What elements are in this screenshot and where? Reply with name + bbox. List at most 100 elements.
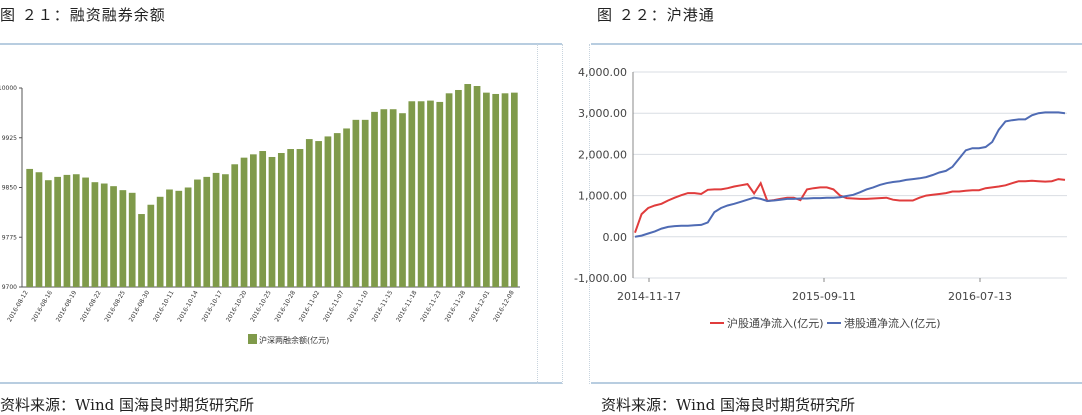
bar — [315, 141, 322, 287]
figure-22-title: 图 ２２：沪港通 — [597, 6, 715, 24]
x-tick-label: 2016-08-22 — [79, 289, 103, 323]
figure-21-source: 资料来源：Wind 国海良时期货研究所 — [0, 396, 254, 414]
bar — [128, 192, 136, 287]
bar — [100, 183, 108, 287]
bar — [240, 157, 248, 287]
bar — [333, 133, 341, 287]
series-line — [634, 111, 1066, 238]
divider-dotted — [537, 44, 538, 384]
bar — [287, 149, 294, 287]
bottom-rule — [591, 382, 1082, 384]
bar — [455, 89, 462, 288]
bar — [194, 179, 201, 287]
bar — [110, 186, 117, 287]
bar — [54, 176, 61, 287]
y-tick-label: 9850 — [2, 185, 17, 192]
bar — [445, 93, 453, 287]
bar — [184, 187, 192, 287]
bar — [361, 119, 369, 287]
x-tick-label: 2014-11-17 — [617, 290, 681, 303]
bar — [399, 113, 406, 287]
bar — [35, 172, 43, 287]
bar — [417, 101, 425, 288]
bar — [324, 136, 332, 287]
x-tick-label: 2016-11-10 — [346, 289, 370, 323]
x-tick-label: 2016-10-11 — [152, 289, 176, 323]
stock-connect-line-chart: 4,000.00 3,000.00 2,000.00 1,000.00 0.00 -1,0… — [574, 66, 1067, 330]
y-tick-label: -1,000.00 — [574, 272, 627, 285]
x-tick-label: 2016-10-28 — [274, 289, 298, 323]
bar — [305, 139, 313, 287]
y-tick-label: 9925 — [2, 135, 17, 142]
bar — [277, 153, 285, 287]
stock-connect-panel: 图 ２２：沪港通 4,000.00 3,000.00 2,000.00 1,000.0… — [574, 0, 1082, 415]
x-tick-label: 2016-10-14 — [176, 289, 200, 323]
bar — [501, 93, 509, 287]
bar — [166, 189, 173, 287]
x-tick-label: 2016-11-23 — [419, 289, 443, 323]
bottom-rule — [0, 382, 562, 384]
x-tick-label: 2016-11-07 — [322, 289, 346, 323]
x-tick-label: 2015-09-11 — [792, 290, 856, 303]
x-tick-label: 2016-12-01 — [468, 289, 492, 323]
y-tick-label: 1,000.00 — [578, 190, 627, 203]
bar — [343, 128, 350, 287]
bar — [72, 174, 80, 287]
bar — [91, 182, 99, 287]
y-tick-label: 2,000.00 — [578, 148, 627, 161]
bar — [63, 174, 71, 287]
legend-label: 港股通净流入(亿元) — [844, 316, 941, 330]
y-tick-label: 9700 — [2, 284, 17, 291]
legend-label: 沪深两融余额(亿元) — [259, 335, 329, 345]
bar — [483, 92, 490, 287]
bar — [473, 86, 481, 287]
bar — [296, 149, 304, 287]
x-tick-label: 2016-08-30 — [128, 289, 152, 323]
x-tick-label: 2016-08-12 — [6, 289, 30, 323]
bar — [492, 93, 500, 287]
x-tick-label: 2016-12-08 — [492, 289, 516, 323]
bar — [389, 109, 397, 287]
x-tick-label: 2016-08-25 — [103, 289, 127, 323]
x-tick-label: 2016-10-17 — [201, 289, 225, 323]
figure-22-source: 资料来源：Wind 国海良时期货研究所 — [601, 396, 855, 414]
x-tick-label: 2016-11-18 — [395, 289, 419, 323]
divider-dotted — [562, 44, 563, 384]
bar — [119, 190, 127, 287]
bar — [212, 172, 220, 287]
bar — [427, 100, 434, 287]
bar — [250, 154, 257, 287]
bar — [408, 101, 416, 288]
top-rule — [0, 43, 562, 45]
figure-21-title: 图 ２１：融资融券余额 — [0, 6, 166, 24]
y-tick-label: 10000 — [0, 85, 17, 92]
bar — [380, 109, 388, 287]
y-tick-label: 9775 — [2, 234, 17, 241]
bar — [371, 111, 378, 287]
y-tick-label: 4,000.00 — [578, 66, 627, 79]
y-tick-label: 3,000.00 — [578, 107, 627, 120]
bar — [26, 168, 34, 287]
divider-dotted — [589, 44, 590, 384]
x-tick-label: 2016-08-19 — [55, 289, 79, 323]
margin-balance-panel: 图 ２１：融资融券余额 9700 9775 9850 9925 10000 2016-08… — [0, 6, 562, 414]
bar — [222, 174, 229, 287]
bar — [82, 177, 89, 287]
bar — [203, 176, 211, 287]
x-tick-label: 2016-10-20 — [225, 289, 249, 323]
bar — [352, 119, 360, 287]
bar — [44, 180, 52, 287]
legend-swatch — [248, 334, 257, 344]
bar — [259, 151, 267, 287]
bar — [175, 190, 183, 287]
bar — [138, 214, 145, 287]
x-tick-label: 2016-10-25 — [249, 289, 273, 323]
bar — [231, 164, 239, 287]
x-tick-label: 2016-08-16 — [31, 289, 55, 323]
bar — [147, 204, 155, 287]
top-rule — [591, 43, 1082, 45]
bar — [436, 101, 444, 288]
legend-label: 沪股通净流入(亿元) — [727, 316, 824, 330]
bar — [510, 92, 518, 287]
x-tick-label: 2016-07-13 — [948, 290, 1012, 303]
